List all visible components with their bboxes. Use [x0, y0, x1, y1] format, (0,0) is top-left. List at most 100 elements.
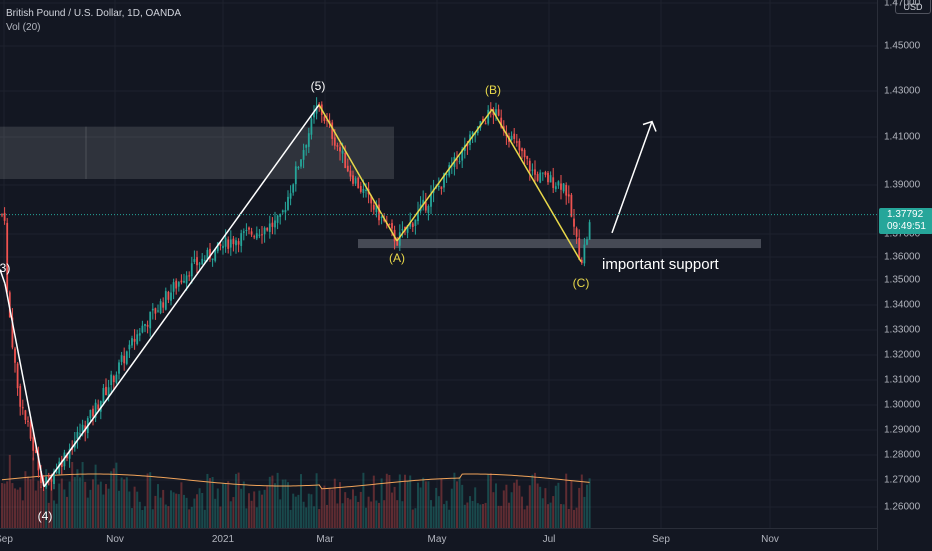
volume-bar: [136, 491, 139, 528]
candle-body: [315, 105, 318, 114]
candle-body: [541, 172, 544, 174]
volume-bar: [547, 504, 549, 528]
price-tick: 1.33000: [884, 324, 921, 336]
volume-bar: [339, 482, 341, 528]
candle-body: [557, 181, 560, 186]
candle-body: [66, 454, 68, 459]
volume-bar: [310, 494, 313, 528]
volume-bar: [346, 497, 349, 528]
candle-body: [154, 308, 157, 314]
candle-body: [456, 159, 458, 161]
volume-bar: [258, 490, 261, 528]
volume-bar: [188, 509, 191, 528]
volume-bar: [326, 504, 328, 528]
volume-bar: [214, 498, 217, 528]
volume-bar: [401, 501, 404, 528]
candle-body: [380, 216, 383, 219]
volume-bar: [279, 499, 282, 528]
candle-body: [76, 432, 79, 439]
candle-body: [336, 145, 339, 147]
candle-body: [3, 212, 6, 221]
wave-label-5: (5): [310, 79, 326, 93]
volume-indicator-label: Vol (20): [6, 22, 41, 33]
candle-body: [6, 222, 9, 293]
volume-bar: [583, 496, 586, 528]
candle-body: [227, 239, 230, 249]
volume-bar: [146, 473, 149, 528]
volume-bar: [586, 484, 588, 528]
volume-bar: [68, 481, 71, 528]
volume-bar: [263, 489, 266, 528]
volume-bar: [463, 504, 466, 528]
volume-bar: [162, 489, 165, 528]
volume-bar: [497, 505, 500, 528]
current-price-tag: 1.37792 09:49:51: [879, 208, 932, 234]
volume-bar: [157, 484, 159, 528]
volume-bar: [375, 500, 378, 528]
volume-bar: [573, 509, 575, 528]
correction-wave-line: [491, 109, 582, 262]
volume-bar: [81, 462, 84, 528]
volume-bar: [508, 502, 510, 528]
currency-label[interactable]: USD: [895, 0, 931, 14]
volume-bar: [378, 502, 380, 528]
candle-body: [409, 222, 412, 227]
volume-bar: [125, 477, 128, 528]
volume-bar: [417, 482, 419, 528]
volume-bar: [318, 509, 321, 528]
candle-body: [40, 471, 42, 484]
volume-bar: [47, 502, 50, 528]
candle-body: [146, 324, 149, 327]
volume-bar: [112, 468, 115, 528]
candle-body: [539, 172, 542, 183]
candle-body: [528, 160, 531, 172]
volume-bar: [32, 457, 35, 528]
candle-body: [300, 159, 302, 167]
volume-bar: [172, 492, 175, 528]
volume-bar: [588, 478, 591, 528]
candle-body: [302, 150, 305, 160]
volume-bar: [448, 509, 451, 528]
volume-bar: [427, 481, 430, 528]
candle-body: [53, 471, 55, 484]
volume-bar: [86, 497, 89, 528]
volume-bar: [281, 479, 284, 528]
candle-body: [279, 214, 282, 217]
volume-bar: [484, 502, 487, 528]
price-tick: 1.27000: [884, 474, 921, 486]
volume-bar: [34, 490, 37, 528]
volume-bar: [14, 488, 16, 528]
volume-bar: [411, 509, 414, 528]
volume-bar: [6, 481, 9, 528]
candle-body: [297, 167, 300, 169]
candle-body: [359, 186, 362, 192]
chart-area[interactable]: British Pound / U.S. Dollar, 1D, OANDA V…: [0, 0, 877, 528]
volume-bar: [27, 476, 29, 528]
candle-body: [138, 333, 141, 336]
volume-bar: [534, 472, 536, 528]
volume-bar: [19, 487, 22, 528]
volume-bar: [167, 506, 170, 528]
candle-body: [578, 238, 581, 260]
price-chart[interactable]: [0, 0, 877, 528]
candle-body: [487, 109, 490, 124]
candle-body: [128, 344, 131, 350]
volume-bar: [63, 489, 66, 528]
volume-bar: [354, 495, 357, 528]
candle-body: [118, 362, 120, 374]
volume-bar: [84, 481, 87, 528]
candle-body: [588, 222, 591, 240]
candle-body: [21, 407, 24, 409]
volume-bar: [255, 507, 258, 528]
candle-body: [206, 249, 209, 260]
volume-bar: [432, 506, 435, 528]
volume-bar: [102, 494, 105, 528]
candle-body: [388, 224, 391, 226]
volume-bar: [450, 488, 453, 528]
candle-body: [1, 214, 3, 216]
time-axis[interactable]: Sep Nov 2021 Mar May Jul Sep Nov: [0, 528, 877, 551]
candle-body: [185, 275, 188, 284]
candle-body: [159, 301, 162, 313]
price-axis[interactable]: USD 1.47000 1.45000 1.43000 1.41000 1.39000 1…: [877, 0, 932, 550]
price-tick: 1.36000: [884, 251, 921, 263]
